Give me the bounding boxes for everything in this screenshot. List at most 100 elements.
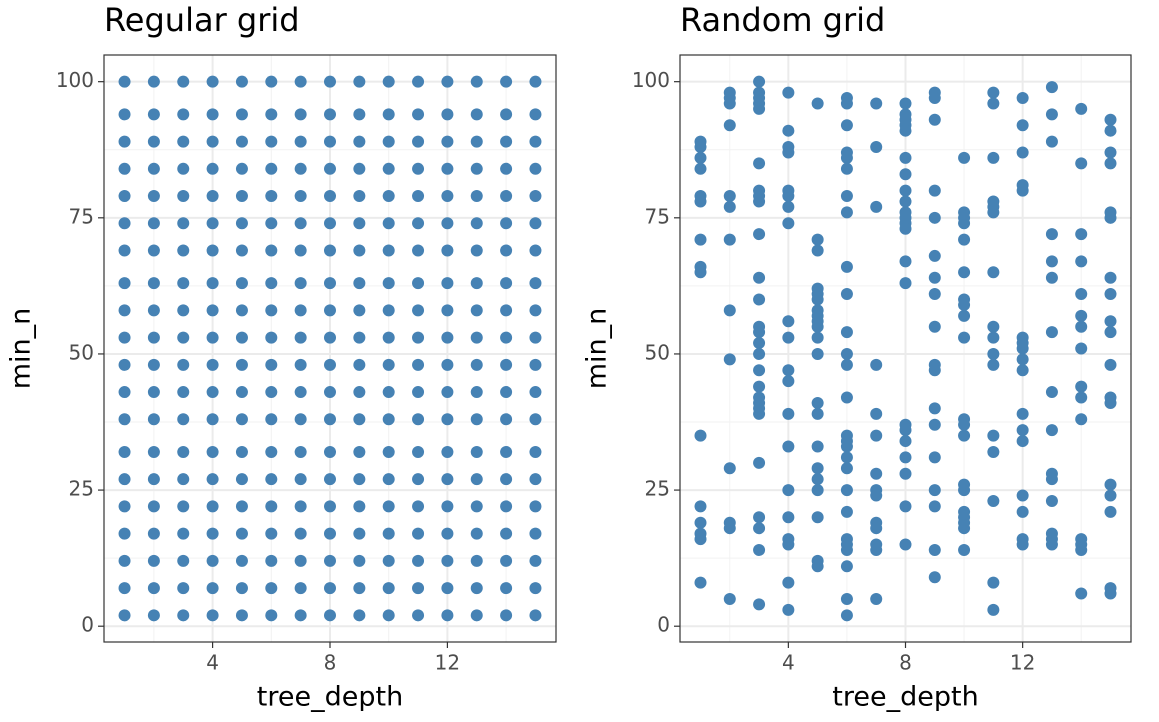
point: [500, 554, 513, 567]
point: [294, 277, 307, 290]
point: [753, 337, 766, 350]
point: [353, 609, 366, 622]
point: [1075, 320, 1088, 333]
point: [147, 304, 160, 317]
point: [412, 527, 425, 540]
point: [441, 217, 454, 230]
point: [118, 75, 131, 88]
point: [324, 582, 336, 595]
point: [177, 277, 190, 290]
point: [147, 244, 160, 257]
point: [782, 124, 795, 137]
point: [987, 320, 1000, 333]
point: [1104, 358, 1117, 371]
point: [723, 119, 736, 132]
point: [147, 582, 160, 595]
point: [235, 473, 248, 486]
point: [694, 141, 707, 154]
point: [529, 554, 542, 567]
point: [958, 522, 971, 535]
point: [1075, 413, 1088, 426]
point: [500, 244, 513, 257]
point: [1016, 364, 1029, 377]
y-tick-label: 25: [645, 477, 670, 501]
point: [412, 217, 425, 230]
point: [958, 543, 971, 556]
point: [294, 582, 307, 595]
point: [529, 358, 542, 371]
point: [324, 277, 336, 290]
point: [870, 467, 883, 480]
point: [1016, 119, 1029, 132]
point: [118, 527, 131, 540]
point: [177, 162, 190, 175]
point: [899, 222, 912, 235]
point: [840, 358, 853, 371]
point: [811, 462, 824, 475]
point: [353, 473, 366, 486]
point: [870, 200, 883, 213]
point: [1104, 146, 1117, 159]
point: [441, 135, 454, 148]
point: [177, 473, 190, 486]
point: [987, 86, 1000, 99]
point: [324, 527, 336, 540]
point: [811, 440, 824, 453]
point: [753, 102, 766, 115]
point: [206, 582, 219, 595]
point: [529, 609, 542, 622]
point: [441, 554, 454, 567]
point: [206, 473, 219, 486]
point: [441, 358, 454, 371]
point: [782, 190, 795, 203]
point: [782, 364, 795, 377]
point: [118, 500, 131, 513]
point: [412, 135, 425, 148]
point: [353, 413, 366, 426]
point: [840, 505, 853, 518]
point: [470, 331, 483, 344]
point: [206, 358, 219, 371]
point: [470, 304, 483, 317]
point: [147, 162, 160, 175]
point: [1075, 228, 1088, 241]
point: [899, 538, 912, 551]
point: [265, 304, 278, 317]
point: [206, 554, 219, 567]
point: [206, 190, 219, 203]
point: [324, 190, 336, 203]
point: [1075, 309, 1088, 322]
point: [353, 135, 366, 148]
point: [235, 413, 248, 426]
point: [294, 331, 307, 344]
point: [811, 560, 824, 573]
point: [206, 609, 219, 622]
point: [840, 543, 853, 556]
point: [1045, 326, 1058, 339]
point: [294, 445, 307, 458]
point: [500, 304, 513, 317]
point: [118, 445, 131, 458]
point: [1104, 288, 1117, 301]
point: [118, 277, 131, 290]
point: [500, 331, 513, 344]
point: [1075, 543, 1088, 556]
point: [206, 277, 219, 290]
point: [1104, 478, 1117, 491]
point: [441, 582, 454, 595]
point: [529, 473, 542, 486]
point: [177, 108, 190, 121]
point: [899, 277, 912, 290]
point: [1045, 81, 1058, 94]
point: [529, 304, 542, 317]
point: [324, 473, 336, 486]
point: [753, 271, 766, 284]
point: [928, 249, 941, 262]
point: [294, 135, 307, 148]
point: [412, 609, 425, 622]
point: [265, 554, 278, 567]
point: [353, 527, 366, 540]
point: [147, 217, 160, 230]
